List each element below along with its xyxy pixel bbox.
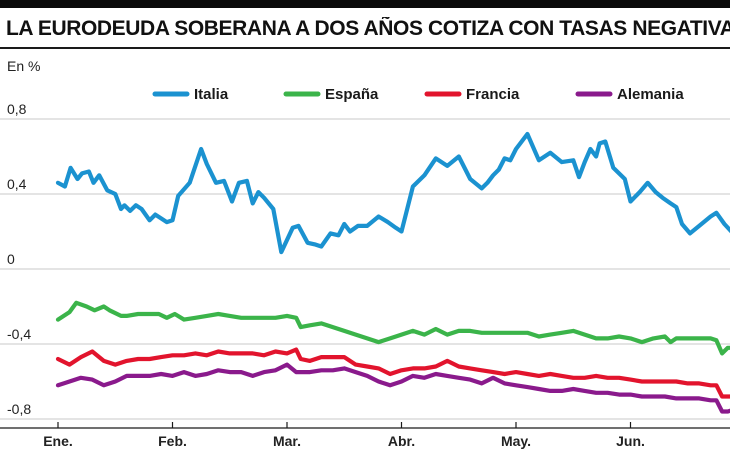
y-tick-label: -0,4 bbox=[7, 326, 31, 342]
series-lines bbox=[55, 131, 730, 414]
gridlines bbox=[0, 118, 730, 420]
y-tick-label: -0,8 bbox=[7, 401, 31, 417]
x-tick-label: Ene. bbox=[43, 433, 73, 449]
unit-label: En % bbox=[7, 58, 41, 74]
x-tick-label: Mar. bbox=[273, 433, 301, 449]
y-tick-label: 0,4 bbox=[7, 176, 27, 192]
series-line-francia bbox=[55, 347, 730, 399]
x-tick-label: May. bbox=[501, 433, 531, 449]
legend: Italia España Francia Alemania bbox=[152, 86, 684, 103]
y-tick-labels: 0,8 0,4 0 -0,4 -0,8 bbox=[7, 101, 31, 417]
x-tick-label: Abr. bbox=[388, 433, 415, 449]
legend-label: Alemania bbox=[617, 86, 684, 103]
series-line-italia bbox=[55, 131, 730, 255]
x-tick-label: Jun. bbox=[616, 433, 645, 449]
title-rule bbox=[0, 47, 730, 49]
x-tick-label: Feb. bbox=[158, 433, 187, 449]
legend-label: Italia bbox=[194, 86, 229, 103]
chart-title: LA EURODEUDA SOBERANA A DOS AÑOS COTIZA … bbox=[6, 17, 730, 40]
y-tick-label: 0,8 bbox=[7, 101, 27, 117]
top-rule bbox=[0, 0, 730, 8]
x-axis: Ene. Feb. Mar. Abr. May. Jun. bbox=[0, 422, 730, 449]
y-tick-label: 0 bbox=[7, 251, 15, 267]
series-line-espana bbox=[55, 300, 730, 356]
series-line-alemania bbox=[55, 362, 730, 414]
legend-label: Francia bbox=[466, 86, 520, 103]
legend-label: España bbox=[325, 86, 379, 103]
